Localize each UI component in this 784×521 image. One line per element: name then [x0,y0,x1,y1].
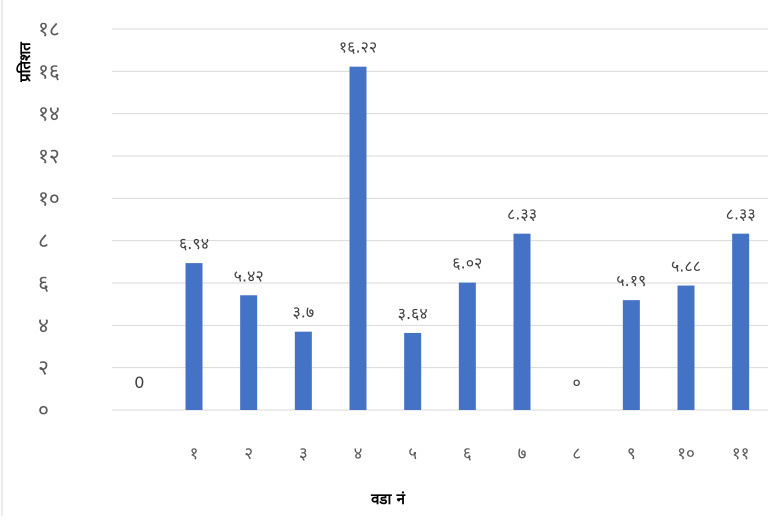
data-label: ५.१९ [616,271,646,290]
data-label: ६.९४ [179,234,209,253]
x-tick-label: ५ [408,444,417,464]
gridlines [112,28,768,411]
x-tick-label: २ [244,444,253,464]
y-tick-label: ४ [38,313,49,337]
y-tick-label: १८ [38,17,60,41]
data-label: ३.६४ [398,304,428,323]
x-tick-label: ३ [299,444,308,464]
y-tick-label: ० [38,398,49,422]
data-label: ८.३३ [507,205,537,224]
bar [240,295,258,410]
bars [185,66,750,410]
y-axis-title: प्रतिशत [16,41,34,83]
bar [404,332,422,410]
y-tick-label: ८ [38,229,49,253]
data-label: ५.८८ [671,257,701,276]
bar [185,263,203,410]
y-tick-label: २ [38,356,49,380]
bar [349,66,367,410]
x-tick-label: ७ [518,444,527,464]
y-tick-label: १० [38,186,60,210]
y-tick-label: ६ [38,271,49,295]
data-label: १६.२२ [339,38,377,57]
data-label: ३.७ [292,303,314,322]
y-tick-label: १२ [38,144,60,168]
x-tick-label: ४ [354,444,363,464]
x-tick-label: ११ [732,444,750,464]
bar [677,285,695,410]
y-axis-ticks: ० २ ४ ६ ८ १० १२ १४ १६ १८ [38,17,60,422]
data-label: ८.३३ [726,205,756,224]
data-label: ० [573,373,581,392]
x-tick-label: १ [190,444,199,464]
x-tick-label: ६ [463,444,472,464]
data-label: ५.४२ [234,266,264,285]
data-label: ६.०२ [452,254,482,273]
data-label: 0 [134,373,144,392]
y-tick-label: १४ [38,102,60,126]
y-tick-label: १६ [38,59,60,83]
x-tick-label: ८ [572,444,581,464]
x-axis-ticks: १ २ ३ ४ ५ ६ ७ ८ ९ १० ११ [190,444,750,464]
bar [294,331,312,410]
bar [458,282,476,410]
x-tick-label: ९ [627,444,636,464]
bar [513,233,531,410]
bar [622,300,640,410]
x-axis-title: वडा नं [370,490,405,508]
x-tick-label: १० [677,444,695,464]
bar [732,233,750,410]
data-labels: 0 ६.९४ ५.४२ ३.७ १६.२२ ३.६४ ६.०२ ८.३३ ० ५.१९ ५.८८ ८.… [134,38,755,392]
